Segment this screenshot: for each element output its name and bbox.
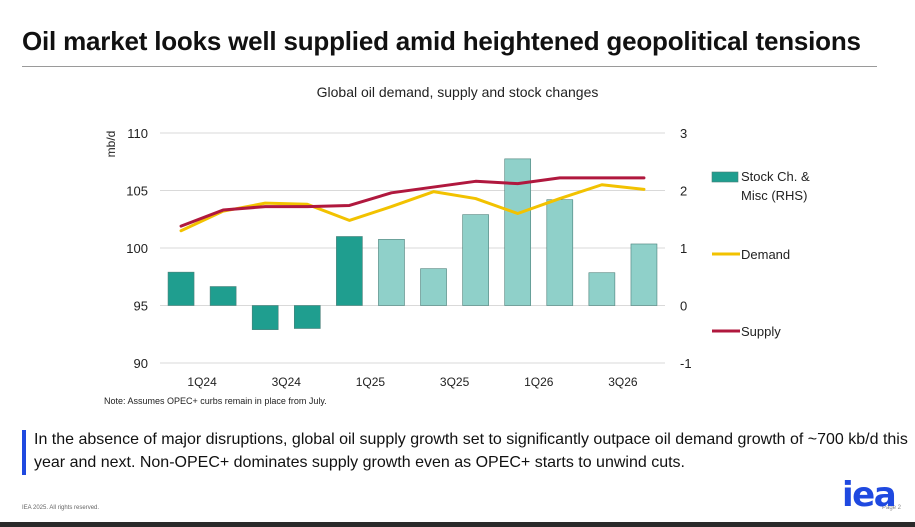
bottom-border <box>0 522 915 527</box>
y-tick-label: 105 <box>126 184 148 199</box>
stock-change-bar <box>209 286 237 306</box>
line-series <box>179 176 646 233</box>
stock-change-bar <box>462 214 489 306</box>
iea-logo[interactable]: iea <box>842 475 897 515</box>
x-tick-label: 1Q25 <box>356 375 386 389</box>
x-tick-label: 3Q25 <box>440 375 470 389</box>
x-tick-label: 1Q26 <box>524 375 554 389</box>
right-axis-ticks: 3 2 1 0 -1 <box>680 126 692 371</box>
stock-change-bar <box>420 268 447 306</box>
stock-change-bar <box>336 236 363 306</box>
stock-change-bar <box>630 243 658 306</box>
y2-tick-label: 0 <box>680 299 687 314</box>
y-tick-label: 95 <box>134 299 148 314</box>
stock-change-bar <box>251 305 279 330</box>
stock-change-bar <box>378 239 405 306</box>
stock-change-bar <box>293 305 321 329</box>
y-tick-label: 110 <box>127 126 148 141</box>
slide-title: Oil market looks well supplied amid heig… <box>22 26 861 56</box>
y2-tick-label: 2 <box>680 184 687 199</box>
copyright-footer: IEA 2025. All rights reserved. <box>22 505 100 511</box>
callout-accent-bar <box>22 430 26 475</box>
chart-note: Note: Assumes OPEC+ curbs remain in plac… <box>104 396 327 406</box>
x-tick-label: 3Q24 <box>272 375 302 389</box>
y-tick-label: 90 <box>134 356 148 371</box>
legend-stock-label: Stock Ch. & <box>741 169 810 184</box>
title-divider <box>22 66 877 67</box>
supply-line <box>179 176 646 228</box>
legend-demand-label: Demand <box>741 247 790 262</box>
stock-change-bar <box>546 199 574 306</box>
gridlines <box>160 132 665 364</box>
legend-stock-label: Misc (RHS) <box>741 188 807 203</box>
callout-text: In the absence of major disruptions, glo… <box>34 431 908 471</box>
legend: Stock Ch. & Misc (RHS) Demand Supply <box>711 169 810 339</box>
demand-line <box>179 183 646 233</box>
y-tick-label: 100 <box>126 241 148 256</box>
bar-series <box>167 158 658 330</box>
x-axis-ticks: 1Q24 3Q24 1Q25 3Q25 1Q26 3Q26 <box>187 375 638 389</box>
x-tick-label: 3Q26 <box>608 375 638 389</box>
legend-stock-swatch <box>711 171 739 183</box>
x-tick-label: 1Q24 <box>187 375 217 389</box>
legend-supply-label: Supply <box>741 324 781 339</box>
stock-change-bar <box>588 272 616 306</box>
oil-balance-chart: 110 105 100 95 90 3 2 1 0 -1 mb/d 1Q24 3Q24 1Q25 3Q… <box>104 126 810 389</box>
left-axis-ticks: 110 105 100 95 90 <box>126 126 148 371</box>
y2-tick-label: 3 <box>680 126 687 141</box>
y2-tick-label: -1 <box>680 356 692 371</box>
y-axis-label: mb/d <box>104 131 118 158</box>
y2-tick-label: 1 <box>680 241 687 256</box>
chart-title: Global oil demand, supply and stock chan… <box>316 84 599 100</box>
stock-change-bar <box>167 271 195 306</box>
page-number: Page 2 <box>882 505 902 511</box>
